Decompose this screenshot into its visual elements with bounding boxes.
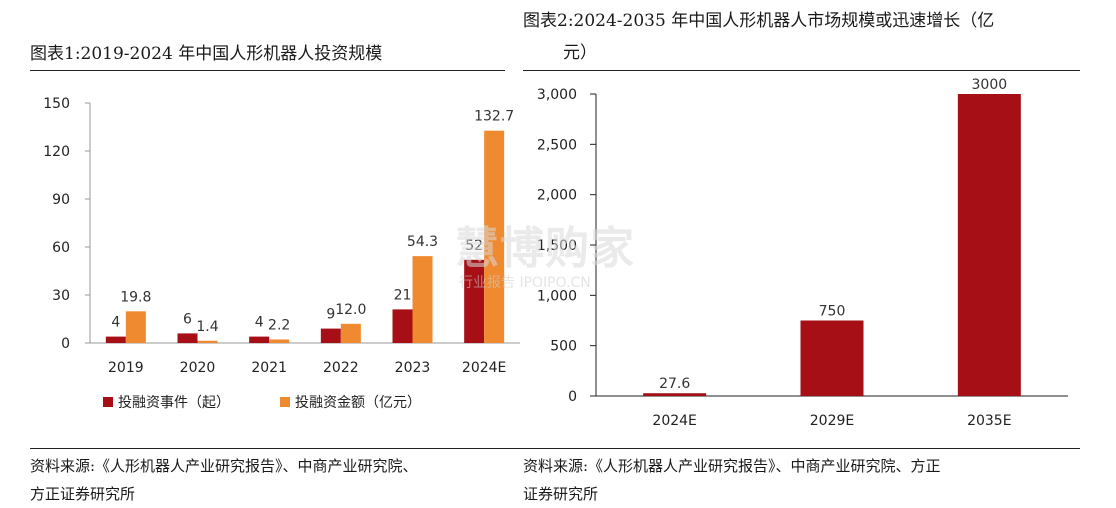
right-source-line1: 资料来源:《人形机器人产业研究报告》、中商产业研究院、方正 <box>523 457 941 475</box>
y-tick-label: 0 <box>568 389 577 405</box>
data-label-events: 21 <box>394 287 412 303</box>
y-tick-label: 1,000 <box>537 288 577 304</box>
y-tick-label: 30 <box>52 288 70 304</box>
y-tick-label: 500 <box>550 339 577 355</box>
data-label-amount: 132.7 <box>474 109 514 125</box>
x-tick-label: 2020 <box>180 360 216 376</box>
bar-amount <box>125 311 146 343</box>
x-tick-label: 2021 <box>251 360 287 376</box>
data-label-events: 4 <box>111 315 120 331</box>
bar-amount <box>197 340 218 343</box>
x-tick-label: 2023 <box>395 360 431 376</box>
data-label-events: 9 <box>326 307 335 323</box>
bottom-rule <box>30 448 1080 449</box>
legend-swatch <box>280 397 290 407</box>
data-label-events: 4 <box>255 315 264 331</box>
data-label-amount: 12.0 <box>335 302 366 318</box>
bar-market-size <box>800 320 864 396</box>
bar-events <box>320 328 341 343</box>
right-chart-title-line1: 图表2:2024-2035 年中国人形机器人市场规模或迅速增长（亿 <box>523 11 995 31</box>
bar-market-size <box>957 94 1021 396</box>
right-chart-title-line2: 元） <box>563 43 597 63</box>
left-source-line2: 方正证券研究所 <box>30 485 136 503</box>
x-tick-label: 2019 <box>108 360 144 376</box>
bar-events <box>392 309 413 343</box>
bar-amount <box>269 339 290 343</box>
x-tick-label: 2022 <box>323 360 359 376</box>
y-tick-label: 60 <box>52 240 70 256</box>
data-label: 3000 <box>972 77 1008 93</box>
bar-amount <box>484 130 505 343</box>
y-tick-label: 90 <box>52 192 70 208</box>
data-label-amount: 19.8 <box>120 289 151 305</box>
y-tick-label: 1,500 <box>537 238 577 254</box>
left-title-rule <box>30 70 505 71</box>
bar-events <box>105 336 126 343</box>
data-label-amount: 1.4 <box>196 319 218 335</box>
data-label-amount: 54.3 <box>407 234 438 250</box>
data-label: 27.6 <box>659 376 690 392</box>
bar-amount <box>340 323 361 343</box>
x-tick-label: 2035E <box>967 413 1011 429</box>
bar-events <box>249 336 270 343</box>
x-tick-label: 2024E <box>652 413 696 429</box>
left-source-line1: 资料来源:《人形机器人产业研究报告》、中商产业研究院、 <box>30 457 418 475</box>
data-label-events: 52 <box>465 238 483 254</box>
x-tick-label: 2024E <box>462 360 506 376</box>
y-tick-label: 2,000 <box>537 188 577 204</box>
y-tick-label: 3,000 <box>537 87 577 103</box>
bar-market-size <box>643 393 707 396</box>
data-label-events: 6 <box>183 311 192 327</box>
y-tick-label: 0 <box>61 336 70 352</box>
y-tick-label: 2,500 <box>537 137 577 153</box>
bar-events <box>464 259 485 343</box>
market-size-chart: 0 500 1,000 1,500 2,000 2,500 3,000 27.6 2024E 75… <box>537 77 1068 429</box>
legend-label: 投融资金额（亿元） <box>295 395 421 411</box>
y-tick-label: 150 <box>43 96 70 112</box>
y-tick-label: 120 <box>43 144 70 160</box>
right-source-line2: 证券研究所 <box>523 485 599 503</box>
x-tick-label: 2029E <box>810 413 854 429</box>
left-chart-title: 图表1:2019-2024 年中国人形机器人投资规模 <box>30 44 383 64</box>
right-title-rule <box>523 70 1080 71</box>
legend-label: 投融资事件（起） <box>118 395 230 411</box>
data-label: 750 <box>819 304 846 320</box>
bar-events <box>177 333 198 343</box>
legend-swatch <box>103 397 113 407</box>
data-label-amount: 2.2 <box>268 317 290 333</box>
bar-amount <box>412 256 433 343</box>
